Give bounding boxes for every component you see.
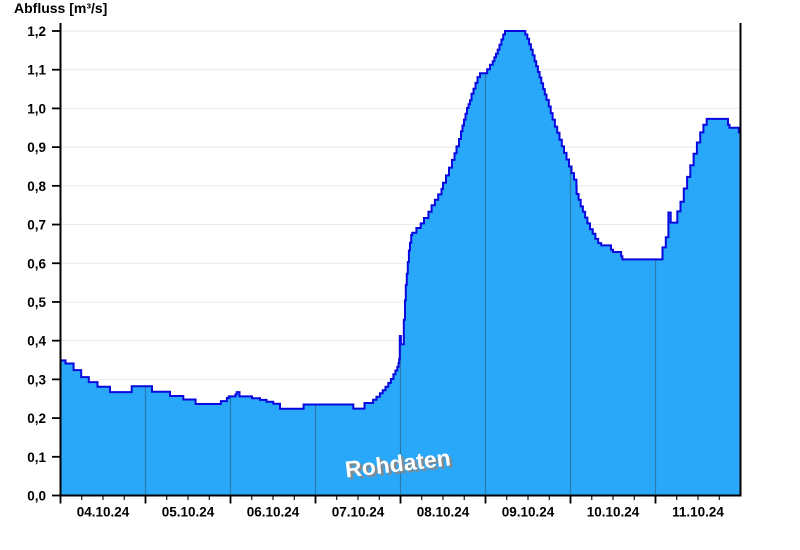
svg-text:0,0: 0,0	[27, 489, 46, 504]
svg-text:0,6: 0,6	[27, 256, 46, 271]
svg-text:11.10.24: 11.10.24	[672, 505, 724, 520]
svg-text:07.10.24: 07.10.24	[332, 505, 385, 520]
svg-text:0,2: 0,2	[27, 411, 46, 426]
svg-text:09.10.24: 09.10.24	[502, 505, 555, 520]
svg-text:0,8: 0,8	[27, 179, 46, 194]
svg-text:06.10.24: 06.10.24	[247, 505, 300, 520]
svg-text:10.10.24: 10.10.24	[587, 505, 640, 520]
svg-text:0,1: 0,1	[27, 450, 46, 465]
svg-text:08.10.24: 08.10.24	[417, 505, 470, 520]
svg-text:1,0: 1,0	[27, 101, 46, 116]
svg-text:Abfluss [m³/s]: Abfluss [m³/s]	[14, 0, 107, 16]
svg-text:0,7: 0,7	[27, 218, 46, 233]
svg-text:0,5: 0,5	[27, 295, 46, 310]
svg-text:0,4: 0,4	[27, 334, 46, 349]
svg-text:04.10.24: 04.10.24	[77, 505, 130, 520]
svg-text:1,2: 1,2	[27, 24, 46, 39]
svg-text:0,3: 0,3	[27, 372, 46, 387]
svg-text:0,9: 0,9	[27, 140, 46, 155]
svg-text:1,1: 1,1	[27, 63, 46, 78]
svg-text:05.10.24: 05.10.24	[162, 505, 215, 520]
